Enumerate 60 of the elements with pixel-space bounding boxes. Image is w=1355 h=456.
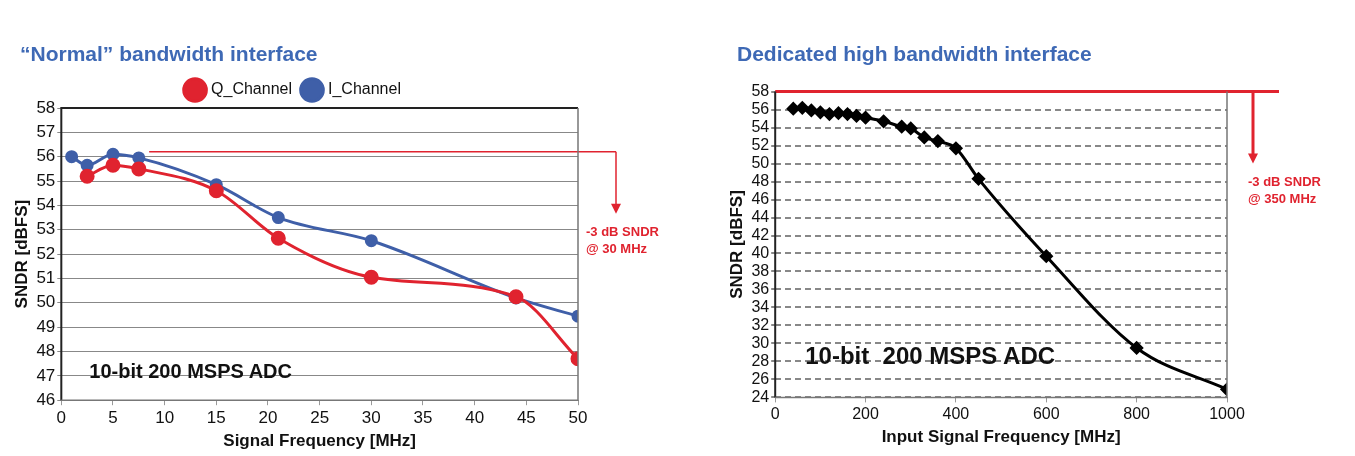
y-tick-label: 53 <box>36 219 56 239</box>
y-tick-label: 38 <box>751 261 770 279</box>
y-tick-label: 56 <box>751 99 770 117</box>
x-tick-label: 45 <box>516 408 536 428</box>
y-tick-label: 24 <box>751 387 770 405</box>
x-tick-label: 400 <box>942 405 970 423</box>
y-tick-label: 32 <box>751 315 770 333</box>
y-tick-label: 52 <box>36 243 56 263</box>
y-axis-title: SNDR [dBFS] <box>11 199 31 309</box>
x-tick-label: 0 <box>56 408 67 428</box>
x-tick-label: 1000 <box>1209 405 1245 423</box>
y-tick-label: 54 <box>36 195 56 215</box>
legend-label: Q_Channel <box>211 80 293 99</box>
legend-label: I_Channel <box>328 80 401 99</box>
x-tick-label: 35 <box>413 408 433 428</box>
x-tick-label: 25 <box>310 408 330 428</box>
ref-line-label: -3 dB SNDR @ 30 MHz <box>586 223 660 256</box>
x-tick-label: 50 <box>568 408 588 428</box>
y-tick-label: 48 <box>751 171 770 189</box>
y-tick-label: 50 <box>751 153 770 171</box>
y-tick-label: 54 <box>751 117 770 135</box>
y-tick-label: 58 <box>751 82 770 100</box>
y-tick-label: 50 <box>36 292 56 312</box>
y-tick-label: 30 <box>751 333 770 351</box>
annotation: 10-bit 200 MSPS ADC <box>805 342 1056 370</box>
y-tick-label: 40 <box>751 243 770 261</box>
y-tick-label: 28 <box>751 351 770 369</box>
y-tick-label: 47 <box>36 365 56 385</box>
x-tick-label: 600 <box>1032 405 1060 423</box>
x-tick-label: 10 <box>155 408 175 428</box>
y-tick-label: 48 <box>36 341 56 361</box>
chart-title: “Normal” bandwidth interface <box>20 42 318 66</box>
y-tick-label: 55 <box>36 170 56 190</box>
x-tick-label: 0 <box>770 405 780 423</box>
x-tick-label: 40 <box>465 408 485 428</box>
y-tick-label: 49 <box>36 316 56 336</box>
y-tick-label: 42 <box>751 225 770 243</box>
x-tick-label: 30 <box>361 408 381 428</box>
y-tick-label: 46 <box>751 189 770 207</box>
y-tick-label: 51 <box>36 268 56 288</box>
y-tick-label: 26 <box>751 369 770 387</box>
y-tick-label: 44 <box>751 207 770 225</box>
y-tick-label: 57 <box>36 122 56 142</box>
legend-label: -3 dB SNDR @ 350 MHz <box>1248 173 1322 206</box>
x-tick-label: 15 <box>206 408 226 428</box>
y-tick-label: 56 <box>36 146 56 166</box>
y-tick-label: 34 <box>751 297 770 315</box>
x-tick-label: 20 <box>258 408 278 428</box>
annotation: 10-bit 200 MSPS ADC <box>89 359 292 382</box>
x-tick-label: 800 <box>1123 405 1151 423</box>
x-tick-label: 200 <box>852 405 879 423</box>
y-axis-title: SNDR [dBFS] <box>726 190 746 299</box>
x-axis-title: Signal Frequency [MHz] <box>223 431 416 451</box>
y-tick-label: 46 <box>36 389 56 409</box>
x-axis-title: Input Signal Frequency [MHz] <box>881 427 1121 447</box>
x-tick-label: 5 <box>108 408 118 428</box>
y-tick-label: 52 <box>751 135 770 153</box>
y-tick-label: 36 <box>751 279 770 297</box>
y-tick-label: 58 <box>36 97 56 117</box>
chart-title: Dedicated high bandwidth interface <box>737 42 1092 66</box>
